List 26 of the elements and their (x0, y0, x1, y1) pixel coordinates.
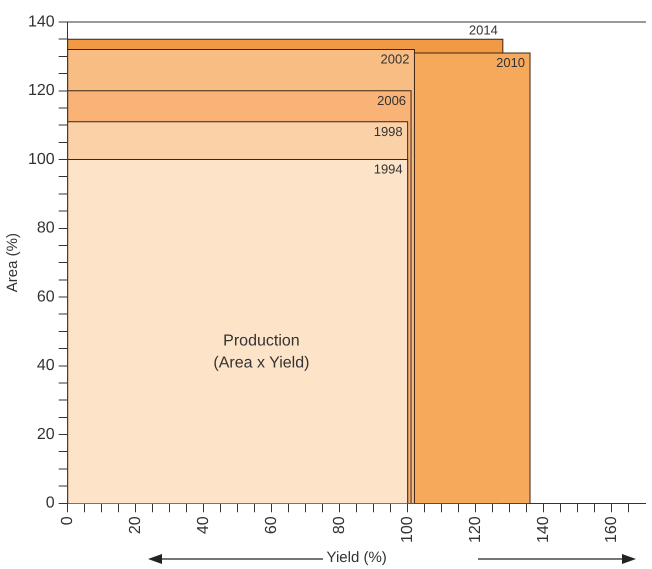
y-tick-label: 20 (36, 426, 55, 443)
annotation: Production (Area x Yield) (213, 332, 310, 372)
y-tick-label: 120 (28, 82, 55, 100)
x-tick-label: 20 (127, 516, 144, 534)
x-tick-label: 100 (399, 516, 416, 544)
x-tick-label: 80 (331, 516, 348, 534)
y-tick-label: 100 (28, 150, 55, 168)
y-tick-label: 60 (36, 288, 55, 306)
y-tick-label: 140 (28, 13, 55, 30)
x-tick-label: 160 (603, 516, 620, 544)
series-label: 2006 (377, 92, 406, 108)
x-tick-label: 0 (59, 516, 76, 526)
y-tick-label: 0 (46, 494, 55, 512)
x-tick-label: 120 (467, 516, 484, 544)
x-tick-label: 40 (195, 516, 212, 534)
x-tick-label: 140 (535, 516, 552, 544)
series-label: 2010 (496, 55, 526, 70)
x-axis-title: Yield (%) (326, 549, 387, 566)
y-tick-label: 80 (36, 220, 55, 237)
x-tick-label: 60 (263, 516, 280, 534)
series-label: 1994 (374, 162, 403, 177)
series-label: 1998 (374, 124, 403, 139)
y-tick-label: 40 (36, 357, 55, 374)
y-axis-title: Area (%) (4, 233, 22, 292)
series-label: 2014 (468, 22, 498, 38)
series-label: 2002 (380, 52, 410, 67)
